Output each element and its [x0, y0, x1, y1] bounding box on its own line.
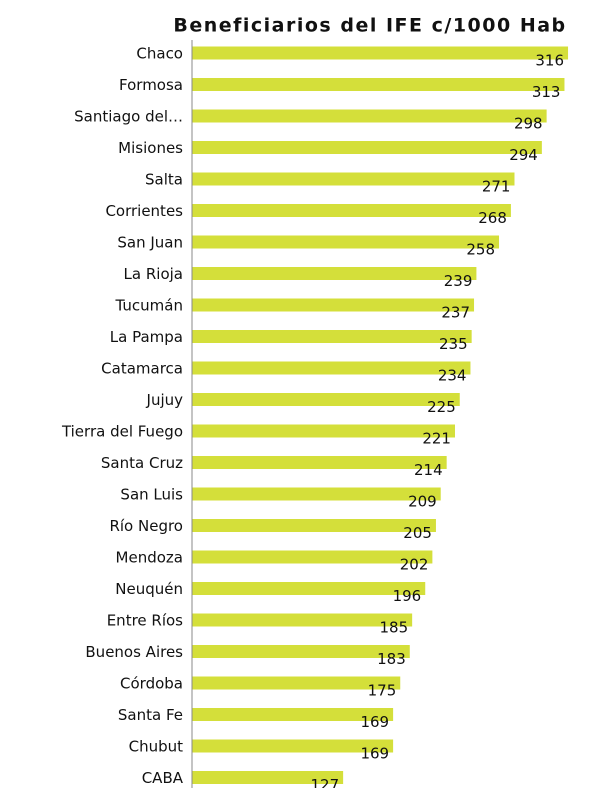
y-tick-label: Formosa: [119, 76, 183, 94]
value-label: 169: [360, 745, 389, 763]
value-label: 313: [532, 83, 561, 101]
y-tick-label: Jujuy: [146, 391, 184, 409]
y-tick-label: Santiago del…: [74, 108, 183, 126]
bar: [192, 204, 511, 217]
value-label: 202: [400, 556, 429, 574]
y-tick-label: San Juan: [117, 234, 183, 252]
bar: [192, 613, 413, 627]
bar: [192, 78, 565, 91]
bar: [192, 393, 460, 406]
bar: [192, 708, 394, 721]
y-tick-label: Santa Fe: [118, 706, 183, 724]
value-label: 268: [478, 209, 507, 227]
value-label: 316: [535, 52, 564, 70]
value-label: 183: [377, 650, 406, 668]
bar: [192, 267, 477, 280]
y-tick-label: Catamarca: [101, 360, 183, 378]
y-tick-label: Corrientes: [105, 202, 183, 220]
bar: [192, 771, 344, 784]
value-label: 209: [408, 493, 437, 511]
bar: [192, 676, 401, 690]
value-label: 294: [509, 146, 538, 164]
value-label: 225: [427, 398, 456, 416]
y-tick-label: Tierra del Fuego: [61, 423, 183, 441]
bar: [192, 330, 472, 343]
bar: [192, 172, 515, 186]
y-tick-label: Río Negro: [109, 517, 183, 535]
value-label: 185: [380, 619, 409, 637]
value-label: 235: [439, 335, 468, 353]
bar: [192, 645, 410, 658]
value-label: 298: [514, 115, 543, 133]
value-label: 205: [403, 524, 432, 542]
y-tick-label: Córdoba: [120, 675, 183, 693]
y-tick-label: Misiones: [118, 139, 183, 157]
bar: [192, 456, 447, 469]
value-label: 221: [422, 430, 451, 448]
y-tick-label: CABA: [142, 769, 184, 787]
y-tick-label: La Rioja: [124, 265, 183, 283]
value-label: 237: [441, 304, 470, 322]
bar: [192, 582, 426, 595]
y-tick-label: Tucumán: [115, 297, 183, 315]
bar: [192, 298, 475, 312]
bar: [192, 739, 394, 753]
bar: [192, 141, 542, 154]
value-label: 175: [368, 682, 397, 700]
y-tick-label: La Pampa: [110, 328, 183, 346]
y-tick-label: Santa Cruz: [101, 454, 183, 472]
y-tick-label: Neuquén: [115, 580, 183, 598]
bar: [192, 487, 441, 501]
value-label: 214: [414, 461, 443, 479]
value-label: 196: [393, 587, 422, 605]
y-tick-label: San Luis: [120, 486, 183, 504]
y-tick-label: Buenos Aires: [85, 643, 183, 661]
y-tick-label: Chaco: [136, 45, 183, 63]
value-label: 239: [444, 272, 473, 290]
bar: [192, 109, 547, 123]
bar: [192, 361, 471, 375]
value-label: 234: [438, 367, 467, 385]
bar: [192, 550, 433, 564]
bar: [192, 519, 436, 532]
y-tick-label: Mendoza: [116, 549, 183, 567]
bar: [192, 424, 455, 438]
y-tick-label: Chubut: [129, 738, 184, 756]
bar: [192, 46, 569, 60]
value-label: 258: [466, 241, 495, 259]
value-label: 127: [310, 776, 339, 788]
bar: [192, 235, 500, 249]
y-tick-label: Salta: [145, 171, 183, 189]
value-label: 169: [360, 713, 389, 731]
value-label: 271: [482, 178, 511, 196]
chart-title: Beneficiarios del IFE c/1000 Hab: [173, 15, 566, 37]
y-tick-label: Entre Ríos: [107, 612, 183, 630]
